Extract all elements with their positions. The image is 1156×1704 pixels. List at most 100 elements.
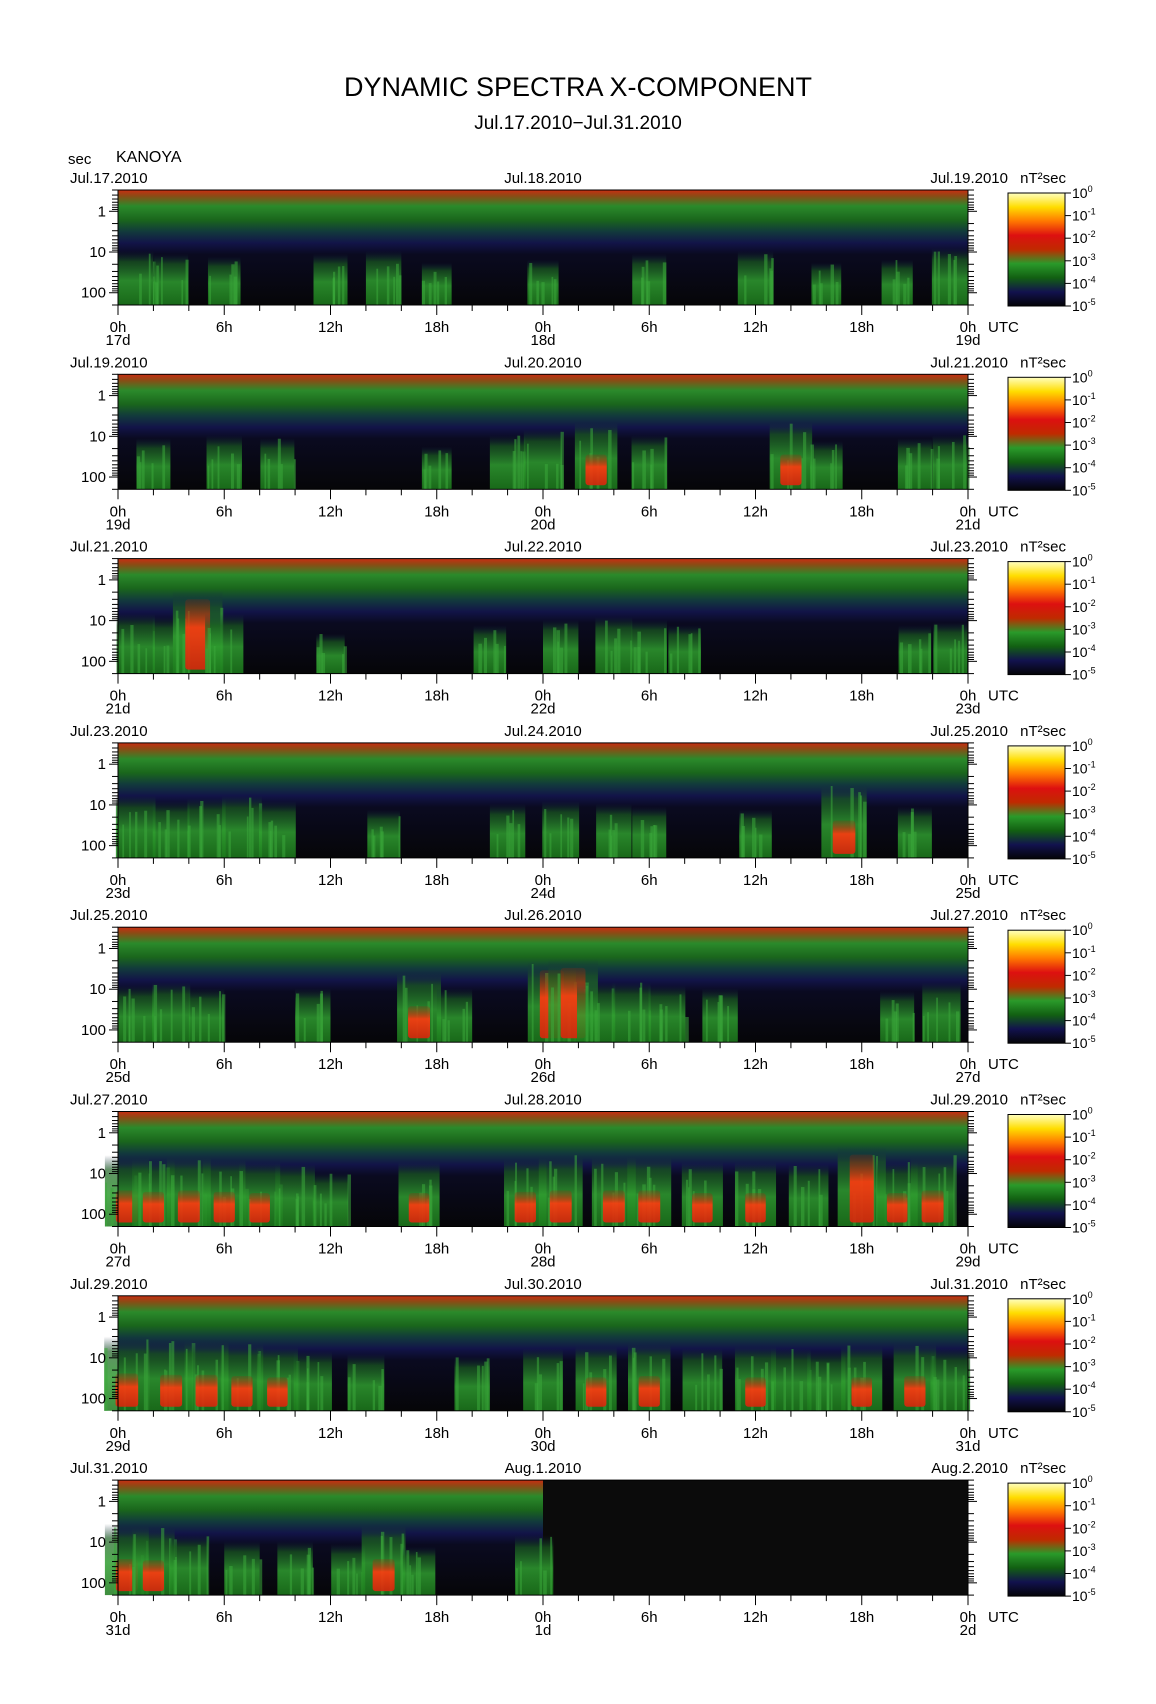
- x-tick-label: 12h: [318, 688, 343, 705]
- burst-streak: [141, 450, 145, 490]
- burst-streak: [431, 983, 433, 1043]
- burst-streak: [230, 629, 233, 674]
- burst-streak: [617, 628, 621, 674]
- burst-streak: [527, 443, 529, 490]
- burst-streak: [229, 274, 232, 305]
- burst-streak: [267, 458, 271, 490]
- burst-streak: [145, 648, 148, 674]
- burst-streak: [736, 1367, 739, 1411]
- burst-region: [668, 625, 701, 674]
- burst-streak: [372, 1380, 376, 1411]
- colorbar-tick-label: 10-4: [1072, 1565, 1096, 1582]
- panel-mid-date: Jul.18.2010: [504, 170, 582, 187]
- burst-streak: [386, 266, 390, 305]
- burst-streak: [207, 627, 211, 674]
- burst-streak: [961, 624, 964, 674]
- burst-streak: [428, 283, 432, 305]
- burst-streak: [639, 987, 642, 1043]
- x-tick-label: 6h: [641, 1056, 658, 1073]
- burst-streak: [274, 825, 278, 858]
- burst-streak: [948, 1002, 951, 1043]
- x-tick-label: 18h: [849, 872, 874, 889]
- burst-streak: [135, 811, 138, 858]
- panel-start-date: Jul.17.2010: [70, 170, 148, 187]
- burst-region: [595, 616, 633, 674]
- burst-streak: [949, 648, 952, 674]
- burst-peak: [832, 820, 856, 854]
- day-label: 21d: [955, 516, 980, 533]
- burst-streak: [409, 1565, 412, 1596]
- burst-streak: [885, 1018, 889, 1043]
- colorbar-tick-label: 10-1: [1072, 1128, 1096, 1145]
- burst-streak: [943, 1167, 947, 1227]
- burst-streak: [428, 465, 432, 490]
- colorbar-tick-label: 10-4: [1072, 1012, 1096, 1029]
- burst-streak: [701, 1353, 704, 1411]
- burst-streak: [594, 1010, 598, 1043]
- x-tick-label: 0h: [535, 1056, 552, 1073]
- burst-streak: [807, 1180, 810, 1227]
- y-tick-label: 10: [89, 1534, 106, 1551]
- burst-streak: [380, 831, 384, 858]
- colorbar-tick-label: 10-2: [1072, 229, 1096, 246]
- day-label: 23d: [955, 701, 980, 718]
- burst-streak: [685, 1179, 689, 1227]
- x-tick-label: 0h: [960, 503, 977, 520]
- burst-streak: [164, 829, 167, 858]
- burst-streak: [123, 996, 127, 1043]
- burst-streak: [484, 637, 488, 674]
- burst-streak: [801, 458, 804, 490]
- burst-streak: [280, 463, 283, 490]
- colorbar-tick-label: 100: [1072, 1106, 1093, 1123]
- burst-streak: [830, 463, 833, 490]
- burst-streak: [320, 990, 323, 1043]
- panel-start-date: Jul.25.2010: [70, 907, 148, 924]
- burst-peak: [514, 1191, 536, 1223]
- burst-streak: [207, 465, 210, 490]
- day-label: 23d: [105, 885, 130, 902]
- burst-streak: [421, 280, 426, 305]
- burst-streak: [690, 633, 693, 674]
- station-label: KANOYA: [116, 149, 182, 166]
- burst-streak: [679, 994, 682, 1043]
- x-tick-label: 12h: [743, 1609, 768, 1626]
- colorbar-tick-label: 10-5: [1072, 1034, 1096, 1051]
- burst-region: [737, 250, 774, 305]
- burst-peak: [160, 1374, 183, 1407]
- x-tick-label: 6h: [216, 872, 233, 889]
- burst-streak: [251, 807, 254, 858]
- burst-streak: [917, 443, 921, 490]
- burst-peak: [692, 1193, 713, 1223]
- colorbar-tick-label: 10-3: [1072, 989, 1096, 1006]
- burst-streak: [433, 271, 437, 305]
- x-tick-label: 6h: [641, 319, 658, 336]
- burst-streak: [200, 800, 204, 858]
- burst-streak: [812, 284, 816, 305]
- burst-streak: [438, 450, 442, 490]
- burst-streak: [316, 647, 320, 674]
- x-tick-label: 12h: [743, 503, 768, 520]
- x-tick-label: 0h: [960, 872, 977, 889]
- x-tick-label: 18h: [849, 1241, 874, 1258]
- burst-streak: [417, 1557, 421, 1596]
- colorbar-tick-label: 10-1: [1072, 944, 1096, 961]
- burst-streak: [933, 251, 937, 305]
- x-tick-label: 12h: [318, 503, 343, 520]
- colorbar-tick-label: 10-2: [1072, 782, 1096, 799]
- burst-peak: [745, 1377, 766, 1407]
- utc-label: UTC: [988, 1241, 1019, 1258]
- burst-streak: [818, 1169, 821, 1227]
- burst-streak: [896, 271, 900, 305]
- y-tick-label: 1: [98, 203, 106, 220]
- panel-end-date: Jul.25.2010: [930, 723, 1008, 740]
- colorbar-tick-label: 10-1: [1072, 575, 1096, 592]
- burst-streak: [128, 1016, 131, 1043]
- y-tick-label: 1: [98, 1493, 106, 1510]
- y-axis-ticks: [109, 742, 977, 859]
- burst-streak: [754, 827, 757, 858]
- day-label: 25d: [955, 885, 980, 902]
- burst-streak: [557, 641, 560, 674]
- burst-streak: [543, 1570, 547, 1596]
- burst-streak: [557, 973, 561, 1043]
- burst-streak: [218, 825, 222, 858]
